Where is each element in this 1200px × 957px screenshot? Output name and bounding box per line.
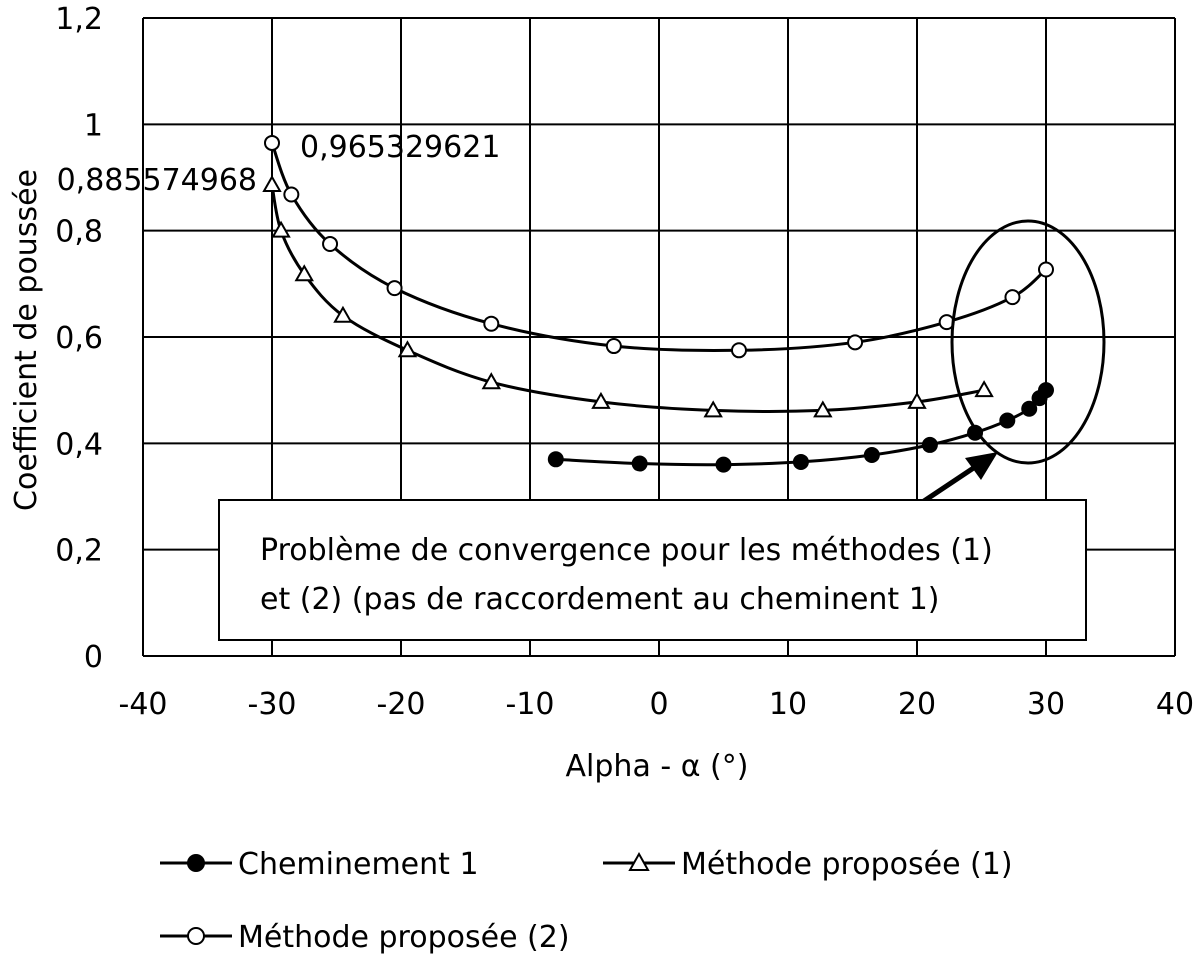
data-label-methode-1: 0,885574968 — [57, 163, 257, 198]
x-tick-label: 0 — [649, 687, 668, 722]
legend-marker-filled-circle — [187, 854, 205, 872]
y-tick-label: 1 — [84, 108, 103, 143]
annotation-arrow — [916, 452, 998, 508]
x-tick-label: 40 — [1156, 687, 1194, 722]
highlight-ellipse — [950, 219, 1106, 465]
data-point — [322, 235, 339, 252]
data-point — [1004, 289, 1021, 306]
x-tick-label: 10 — [769, 687, 807, 722]
data-point — [1021, 400, 1038, 417]
x-tick-label: -30 — [248, 687, 297, 722]
data-point — [792, 453, 809, 470]
data-label-methode-2: 0,965329621 — [300, 130, 500, 165]
data-point — [547, 451, 564, 468]
legend-label-methode-2: Méthode proposée (2) — [238, 920, 570, 955]
series-3 — [264, 134, 1054, 359]
data-point — [631, 455, 648, 472]
data-point — [397, 340, 418, 358]
legend-item-methode-2: Méthode proposée (2) — [160, 920, 570, 955]
legend-item-cheminement-1: Cheminement 1 — [160, 847, 479, 882]
data-point — [863, 447, 880, 464]
note-line-1: Problème de convergence pour les méthode… — [260, 533, 993, 568]
y-tick-label: 0,8 — [55, 215, 103, 250]
data-point — [999, 412, 1016, 429]
data-point — [481, 372, 502, 390]
data-point — [283, 186, 300, 203]
data-point — [262, 174, 282, 192]
data-point — [847, 334, 864, 351]
y-axis-title: Coefficient de poussée — [9, 169, 44, 511]
data-point — [264, 134, 280, 151]
x-axis-title: Alpha - α (°) — [566, 749, 749, 784]
data-point — [921, 436, 938, 453]
note-box: Problème de convergence pour les méthode… — [218, 499, 1087, 641]
legend-marker-open-circle — [187, 927, 205, 945]
data-point — [1038, 382, 1054, 399]
legend-marker-open-triangle — [628, 851, 650, 871]
data-point — [730, 342, 747, 359]
data-point — [974, 380, 994, 398]
y-tick-label: 0,4 — [55, 427, 103, 462]
data-point — [605, 338, 622, 355]
data-point — [703, 400, 723, 418]
y-tick-label: 0,6 — [55, 321, 103, 356]
y-tick-label: 1,2 — [55, 2, 103, 37]
x-axis-ticks: -40 -30 -20 -10 0 10 20 30 40 — [119, 687, 1195, 722]
data-point — [483, 315, 500, 332]
data-point — [907, 391, 927, 409]
data-point — [333, 305, 353, 323]
data-point — [813, 400, 833, 418]
data-point — [1038, 261, 1054, 278]
data-point — [294, 264, 314, 282]
note-line-2: et (2) (pas de raccordement au cheminent… — [260, 582, 940, 617]
data-point — [386, 280, 403, 297]
x-tick-label: 20 — [898, 687, 936, 722]
x-tick-label: -40 — [119, 687, 168, 722]
legend-label-cheminement-1: Cheminement 1 — [238, 847, 479, 882]
series-2 — [262, 174, 994, 418]
y-axis-ticks: 0 0,2 0,4 0,6 0,8 1 1,2 — [55, 2, 103, 675]
y-tick-label: 0 — [84, 640, 103, 675]
x-tick-label: 30 — [1027, 687, 1065, 722]
data-point — [591, 391, 611, 409]
legend-label-methode-1: Méthode proposée (1) — [681, 847, 1013, 882]
data-point — [271, 220, 291, 238]
legend: Cheminement 1 Méthode proposée (1) Métho… — [160, 847, 1013, 955]
x-tick-label: -10 — [506, 687, 555, 722]
data-point — [715, 456, 732, 473]
legend-item-methode-1: Méthode proposée (1) — [603, 847, 1013, 882]
y-tick-label: 0,2 — [55, 534, 103, 569]
x-tick-label: -20 — [377, 687, 426, 722]
